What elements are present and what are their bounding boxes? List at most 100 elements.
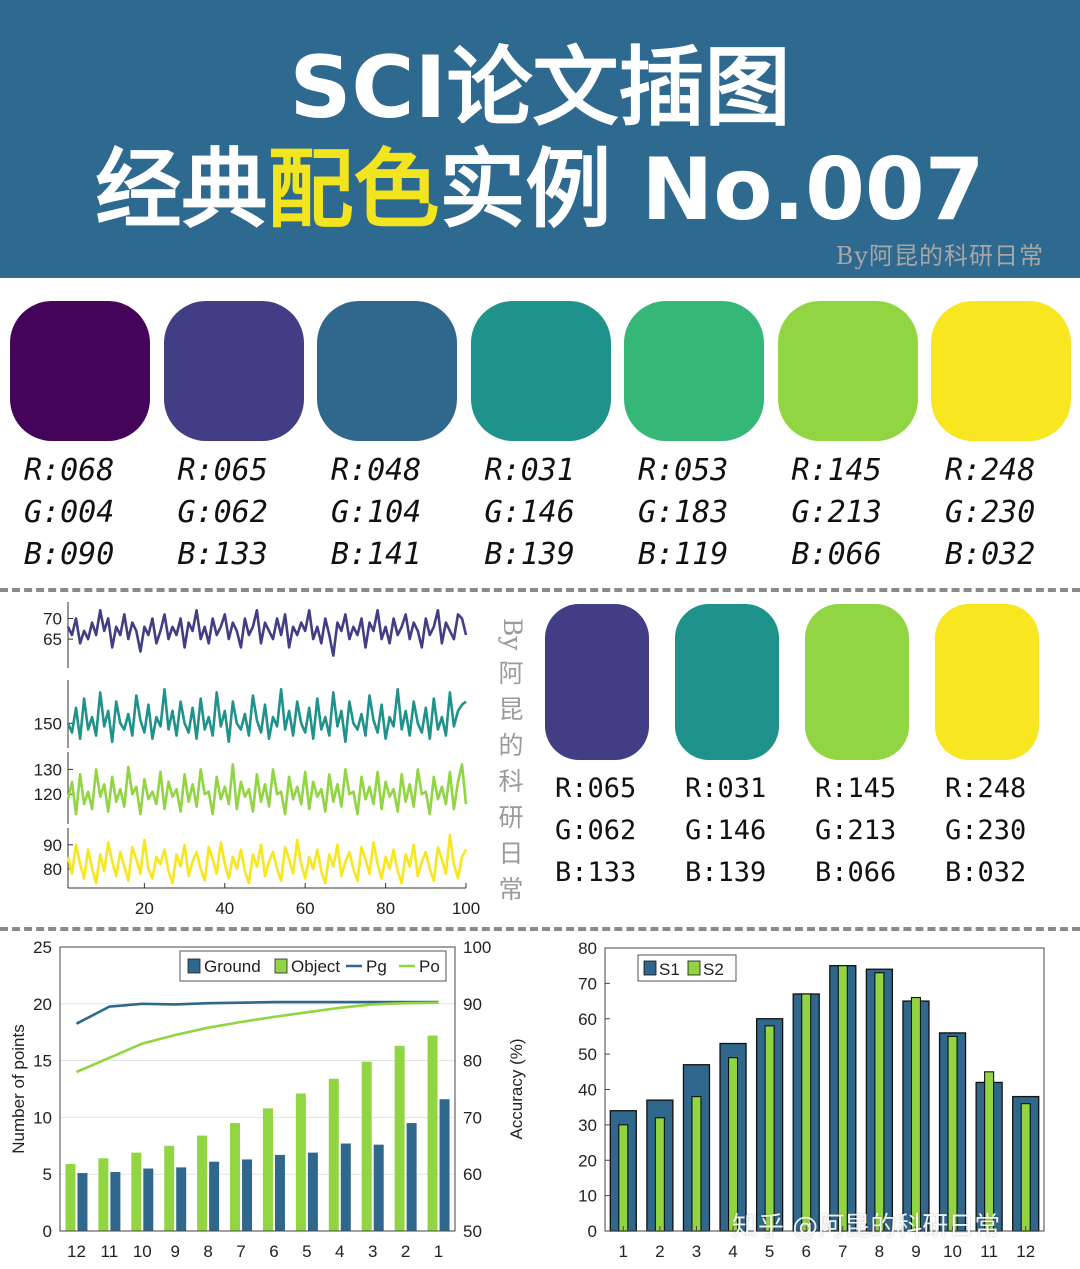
bar-ground xyxy=(439,1099,450,1231)
zhihu-watermark: 知乎 @阿昆的科研日常 xyxy=(732,1212,1001,1242)
vertical-signature: By 阿昆的科研日常 xyxy=(494,612,528,908)
x-tick-label: 8 xyxy=(875,1242,884,1261)
x-tick-label: 11 xyxy=(101,1242,119,1261)
x-tick-label: 8 xyxy=(203,1242,212,1261)
x-tick-label: 80 xyxy=(376,899,395,918)
rgb-value-g: G:062 xyxy=(177,495,268,530)
title-line-2-highlight: 配色 xyxy=(267,140,440,240)
rgb-value-b: B:032 xyxy=(945,537,1036,572)
x-tick-label: 7 xyxy=(838,1242,847,1261)
bar-object xyxy=(131,1152,142,1231)
x-tick-label: 1 xyxy=(434,1242,443,1261)
x-tick-label: 5 xyxy=(765,1242,774,1261)
rgb-value-r: R:048 xyxy=(331,453,422,488)
x-tick-label: 11 xyxy=(980,1242,998,1261)
rgb-value-b: B:090 xyxy=(24,537,115,572)
y-tick-label: 60 xyxy=(578,1010,597,1029)
color-swatch xyxy=(624,301,764,441)
rgb-value-g: G:230 xyxy=(945,495,1036,530)
y-tick-label: 10 xyxy=(33,1108,52,1127)
x-tick-label: 10 xyxy=(133,1242,152,1261)
y-tick-label: 130 xyxy=(34,760,62,779)
legend-label: Ground xyxy=(204,957,261,976)
y-right-tick-label: 50 xyxy=(463,1222,482,1241)
legend-swatch xyxy=(643,960,657,976)
combo-bar-line-chart: 0 5 10 15 20 25 50 60 70 80 90 100 12 11 10 9 8 7 6 5 4 3 2 1 Nu… xyxy=(9,938,526,1261)
rgb-value-g: G:004 xyxy=(24,495,115,530)
rgb-value-b: B:066 xyxy=(791,537,882,572)
color-swatch-small xyxy=(805,604,909,760)
vertical-signature-char: 常 xyxy=(498,875,524,904)
bar-s2 xyxy=(1020,1103,1031,1232)
bar-ground xyxy=(340,1143,351,1231)
y-tick-label: 70 xyxy=(43,610,62,629)
color-swatch xyxy=(931,301,1071,441)
color-swatch-small xyxy=(935,604,1039,760)
bar-s2 xyxy=(910,996,922,1232)
header-signature: By阿昆的科研日常 xyxy=(835,242,1044,270)
rgb-value-r: R:068 xyxy=(24,453,115,488)
y-tick-label: 5 xyxy=(43,1165,52,1184)
bar-object xyxy=(394,1045,405,1231)
vertical-signature-char: 阿 xyxy=(498,659,524,688)
bar-s2 xyxy=(837,965,848,1232)
title-line-2: 经典配色实例 No.007 xyxy=(0,140,1080,240)
x-tick-label: 3 xyxy=(368,1242,377,1261)
x-tick-label: 9 xyxy=(170,1242,179,1261)
bar-s2 xyxy=(801,993,812,1232)
rgb-value-g: G:146 xyxy=(484,495,575,530)
x-tick-label: 4 xyxy=(728,1242,737,1261)
x-tick-label: 12 xyxy=(1016,1242,1035,1261)
bar-object xyxy=(65,1163,76,1231)
y-right-tick-label: 70 xyxy=(463,1108,482,1127)
color-swatch-small xyxy=(675,604,779,760)
color-swatch xyxy=(777,301,918,441)
bar-s2 xyxy=(947,1035,958,1232)
vertical-signature-char: By xyxy=(498,617,527,651)
rgb-value-b: B:139 xyxy=(484,537,575,572)
x-tick-label: 1 xyxy=(619,1242,628,1261)
x-tick-label: 12 xyxy=(67,1242,86,1261)
legend: S1 S2 xyxy=(637,954,737,982)
rgb-value-b: B:119 xyxy=(638,537,729,572)
y-right-tick-label: 100 xyxy=(463,938,491,957)
series-line xyxy=(66,833,468,885)
x-tick-label: 40 xyxy=(215,899,234,918)
divider-1 xyxy=(0,588,1080,592)
y-tick-label: 150 xyxy=(34,714,62,733)
rgb-value-r: R:031 xyxy=(484,453,575,488)
legend: Ground Object Pg Po xyxy=(179,950,447,982)
bar-ground xyxy=(307,1152,318,1231)
rgb-value-g: G:104 xyxy=(331,495,422,530)
legend-swatch xyxy=(687,960,701,976)
legend-swatch xyxy=(274,958,288,974)
x-tick-label: 2 xyxy=(655,1242,664,1261)
y-tick-label: 30 xyxy=(578,1116,597,1135)
vertical-signature-char: 的 xyxy=(498,731,524,760)
bar-object xyxy=(295,1093,306,1231)
rgb-value-small-g: G:062 xyxy=(555,815,637,846)
y-tick-label: 15 xyxy=(33,1052,52,1071)
x-tick-label: 6 xyxy=(801,1242,810,1261)
bar-object xyxy=(230,1123,241,1231)
line-pg xyxy=(75,1000,439,1025)
bar-ground xyxy=(242,1159,253,1231)
y-axis-right-label: Accuracy (%) xyxy=(507,1038,526,1139)
legend-label: Po xyxy=(419,957,440,976)
y-tick-label: 70 xyxy=(578,974,597,993)
bar-ground xyxy=(274,1154,285,1231)
y-tick-label: 0 xyxy=(588,1222,597,1241)
bar-s2 xyxy=(691,1096,702,1232)
x-tick-label: 3 xyxy=(692,1242,701,1261)
x-tick-label: 10 xyxy=(943,1242,962,1261)
color-swatch-small xyxy=(545,604,649,760)
rgb-value-small-b: B:066 xyxy=(815,857,897,888)
bar-s2 xyxy=(764,1025,775,1232)
divider-2 xyxy=(0,927,1080,931)
y-axis-label: Number of points xyxy=(9,1024,28,1153)
rgb-value-r: R:248 xyxy=(945,453,1036,488)
y-right-tick-label: 90 xyxy=(463,995,482,1014)
x-tick-label: 100 xyxy=(452,899,480,918)
y-tick-label: 20 xyxy=(33,995,52,1014)
